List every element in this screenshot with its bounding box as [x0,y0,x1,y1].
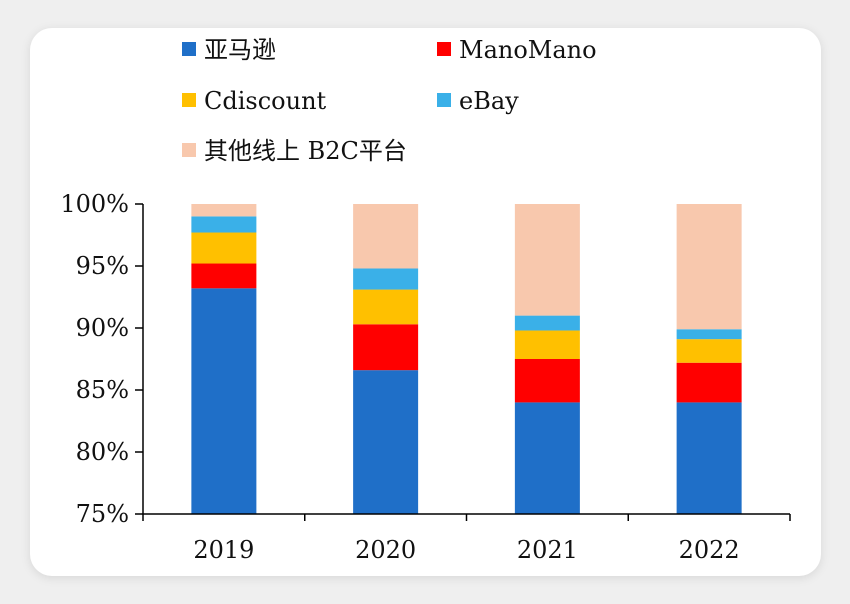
x-tick-label: 2022 [679,536,740,564]
bar-segment-2021-s3 [514,315,580,331]
bar-segment-2022-s0 [676,402,742,514]
bar-segment-2019-s2 [191,232,257,264]
legend-label: 亚马逊 [204,36,276,64]
x-tick-label: 2020 [355,536,416,564]
bar-segment-2021-s1 [514,359,580,403]
y-tick-label: 75% [76,500,129,528]
bar-segment-2021-s4 [514,204,580,316]
chart-legend: 亚马逊 ManoMano Cdiscount eBay 其他线上 B2C平台 [182,36,597,165]
y-tick-label: 90% [76,314,129,342]
bar-stacks [191,204,742,514]
legend-swatch [437,42,451,56]
bar-segment-2022-s1 [676,362,742,403]
y-tick-label: 95% [76,252,129,280]
bar-segment-2022-s2 [676,339,742,363]
y-tick-label: 80% [76,438,129,466]
chart-axes: 75% 80% 85% 90% 95% 100% 2019 2020 2021 2022 [60,190,791,564]
legend-swatch [182,93,196,107]
y-tick-label: 100% [60,190,129,218]
bar-segment-2019-s3 [191,216,257,233]
bar-segment-2019-s4 [191,204,257,217]
bar-segment-2021-s2 [514,330,580,359]
bar-segment-2019-s1 [191,263,257,289]
legend-label: ManoMano [459,36,597,64]
bar-segment-2020-s4 [353,204,419,269]
bar-segment-2020-s1 [353,324,419,371]
bar-segment-2019-s0 [191,288,257,514]
legend-swatch [437,93,451,107]
bar-segment-2020-s0 [353,370,419,514]
legend-label: 其他线上 B2C平台 [204,137,407,165]
bar-segment-2022-s4 [676,204,742,330]
x-tick-label: 2021 [517,536,578,564]
y-tick-label: 85% [76,376,129,404]
bar-segment-2022-s3 [676,329,742,340]
x-tick-label: 2019 [193,536,254,564]
bar-segment-2021-s0 [514,402,580,514]
legend-swatch [182,42,196,56]
legend-label: Cdiscount [204,87,327,115]
legend-label: eBay [459,87,519,115]
bar-segment-2020-s2 [353,289,419,325]
legend-swatch [182,143,196,157]
bar-segment-2020-s3 [353,268,419,290]
